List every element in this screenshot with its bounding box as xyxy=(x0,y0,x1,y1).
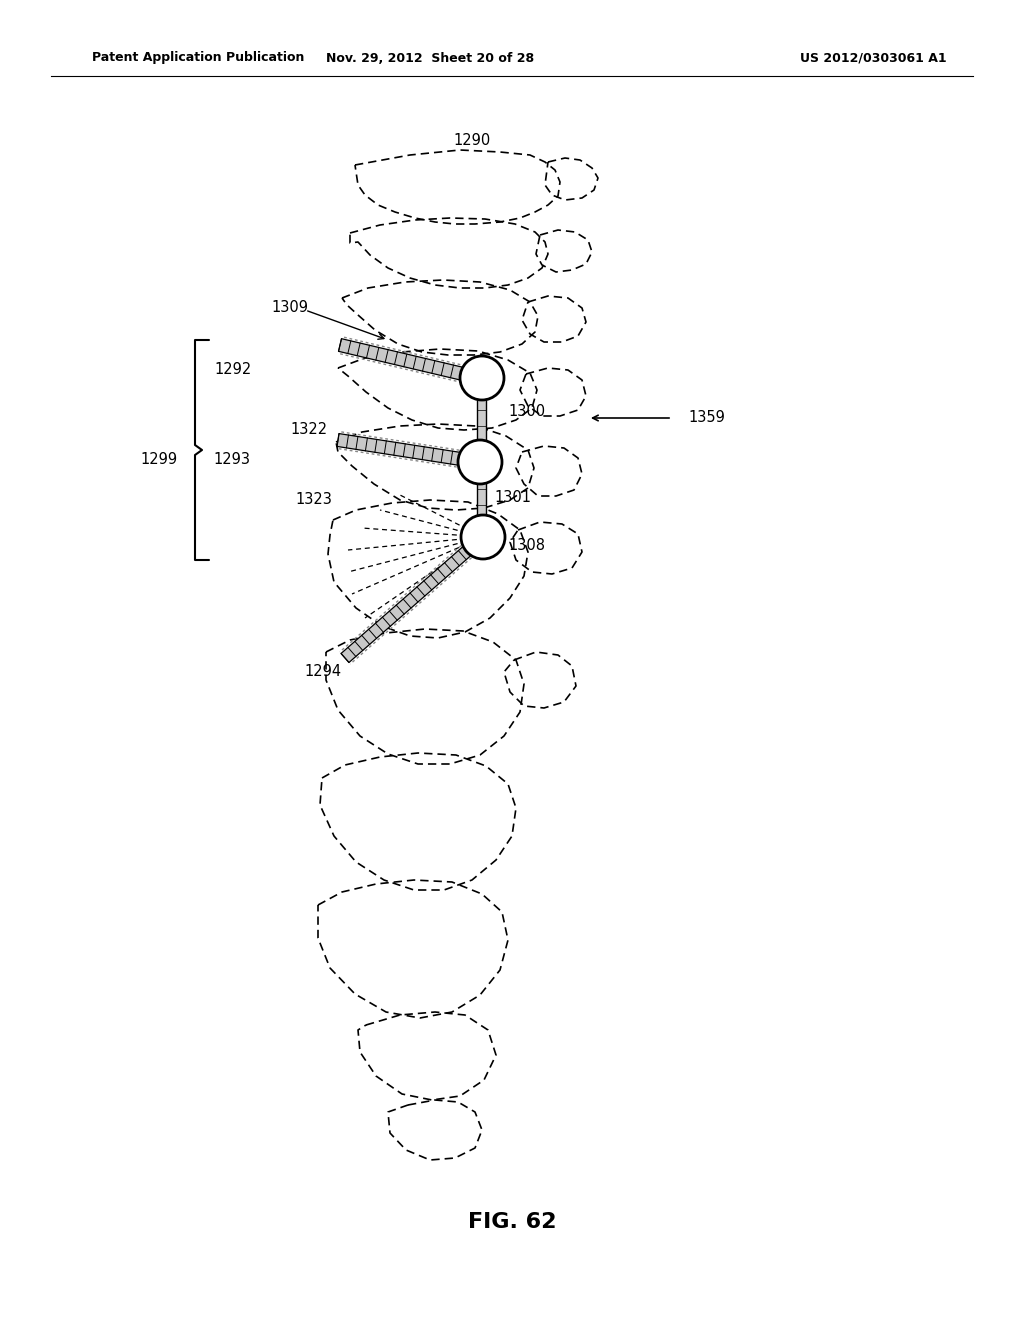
Polygon shape xyxy=(520,368,586,416)
Text: 1290: 1290 xyxy=(454,133,490,148)
Text: 1309: 1309 xyxy=(271,301,308,315)
Polygon shape xyxy=(545,158,598,201)
Polygon shape xyxy=(337,433,481,469)
Text: 1292: 1292 xyxy=(215,363,252,378)
Circle shape xyxy=(460,356,504,400)
Circle shape xyxy=(461,515,505,558)
Text: 1294: 1294 xyxy=(305,664,342,680)
Text: 1300: 1300 xyxy=(508,404,545,420)
Polygon shape xyxy=(319,752,516,890)
Polygon shape xyxy=(358,1012,496,1100)
Text: 1323: 1323 xyxy=(295,492,332,507)
Polygon shape xyxy=(522,296,586,342)
Polygon shape xyxy=(326,630,524,764)
Text: 1293: 1293 xyxy=(213,453,250,467)
Text: 1299: 1299 xyxy=(141,453,178,467)
Text: US 2012/0303061 A1: US 2012/0303061 A1 xyxy=(800,51,946,65)
Polygon shape xyxy=(536,230,592,272)
Text: 1301: 1301 xyxy=(494,491,531,506)
Text: Nov. 29, 2012  Sheet 20 of 28: Nov. 29, 2012 Sheet 20 of 28 xyxy=(326,51,535,65)
Text: 1322: 1322 xyxy=(291,422,328,437)
Polygon shape xyxy=(342,280,538,355)
Circle shape xyxy=(458,440,502,484)
Polygon shape xyxy=(504,652,575,708)
Polygon shape xyxy=(339,339,481,384)
Text: 1308: 1308 xyxy=(508,537,545,553)
Polygon shape xyxy=(350,218,548,288)
Bar xyxy=(477,378,486,537)
Polygon shape xyxy=(328,500,528,638)
Text: FIG. 62: FIG. 62 xyxy=(468,1212,556,1232)
Polygon shape xyxy=(318,880,508,1018)
Text: Patent Application Publication: Patent Application Publication xyxy=(92,51,304,65)
Polygon shape xyxy=(388,1100,482,1160)
Text: 1359: 1359 xyxy=(688,411,725,425)
Polygon shape xyxy=(338,348,537,430)
Polygon shape xyxy=(336,424,534,510)
Polygon shape xyxy=(510,521,582,574)
Polygon shape xyxy=(516,446,582,496)
Polygon shape xyxy=(341,532,487,663)
Polygon shape xyxy=(355,150,560,224)
